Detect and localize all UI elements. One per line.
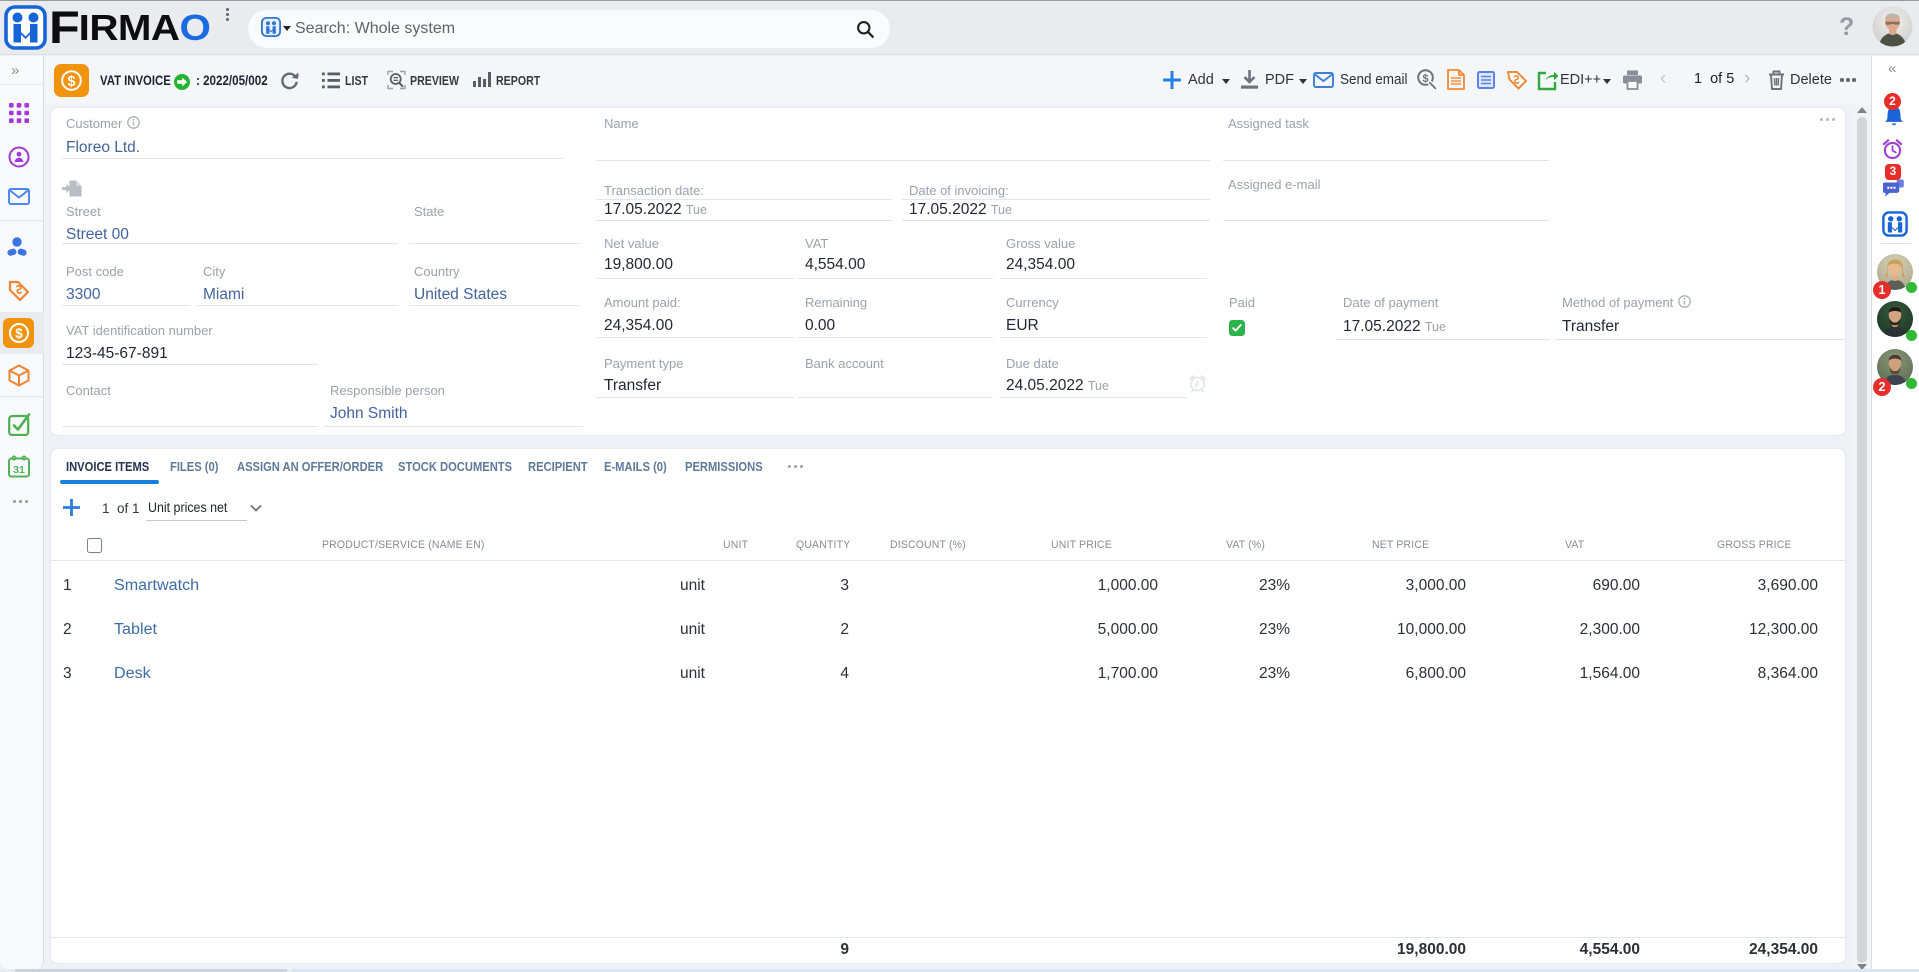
svg-text:$: $ — [15, 326, 23, 341]
svg-text:$: $ — [67, 74, 75, 90]
svg-text:$: $ — [1422, 73, 1428, 85]
svg-text:31: 31 — [13, 464, 25, 476]
